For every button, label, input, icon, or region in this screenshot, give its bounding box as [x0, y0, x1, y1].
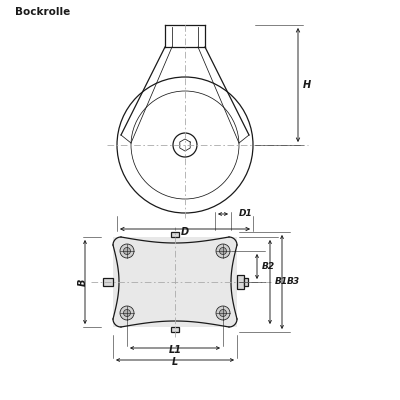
- Text: L1: L1: [168, 345, 182, 355]
- Bar: [171, 232, 179, 237]
- Text: B: B: [78, 278, 88, 286]
- Text: H: H: [303, 80, 311, 90]
- Bar: [113, 237, 237, 327]
- Circle shape: [120, 244, 134, 258]
- Text: Bockrolle: Bockrolle: [15, 7, 70, 17]
- Bar: [244, 278, 248, 286]
- Bar: [171, 327, 179, 332]
- Text: L: L: [172, 357, 178, 367]
- Text: B2: B2: [262, 262, 275, 271]
- Circle shape: [220, 310, 226, 316]
- Circle shape: [216, 244, 230, 258]
- Text: D1: D1: [239, 210, 253, 218]
- Bar: [103, 278, 113, 286]
- Circle shape: [120, 306, 134, 320]
- Text: B3: B3: [287, 278, 300, 286]
- Circle shape: [216, 306, 230, 320]
- Circle shape: [124, 248, 130, 254]
- Bar: [237, 275, 244, 289]
- Circle shape: [124, 310, 130, 316]
- Circle shape: [220, 248, 226, 254]
- Text: D: D: [181, 227, 189, 237]
- Text: B1: B1: [275, 278, 288, 286]
